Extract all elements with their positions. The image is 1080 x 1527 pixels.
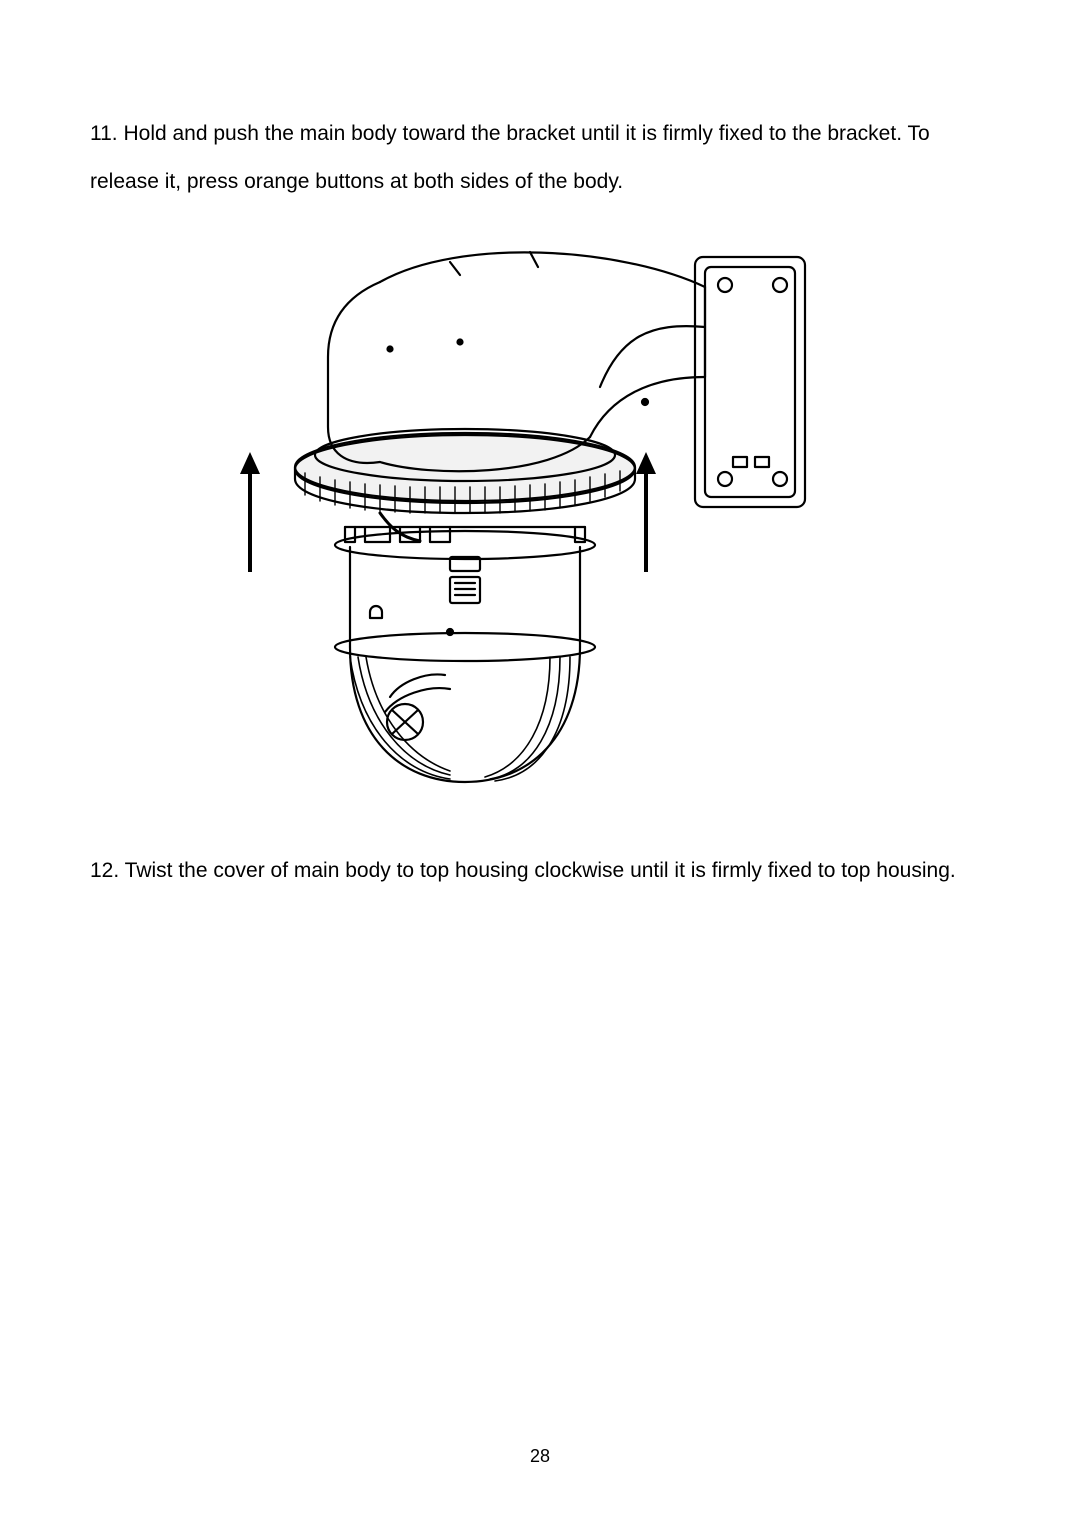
step-12-text: 12. Twist the cover of main body to top …	[90, 847, 990, 895]
step-11-text: 11. Hold and push the main body toward t…	[90, 110, 990, 207]
push-arrow-right	[638, 452, 654, 572]
figure-container	[90, 227, 990, 787]
camera-bracket-illustration	[250, 227, 830, 787]
page-number: 28	[0, 1446, 1080, 1467]
page: 11. Hold and push the main body toward t…	[0, 0, 1080, 1527]
camera-svg	[250, 227, 830, 787]
push-arrow-left	[242, 452, 258, 572]
